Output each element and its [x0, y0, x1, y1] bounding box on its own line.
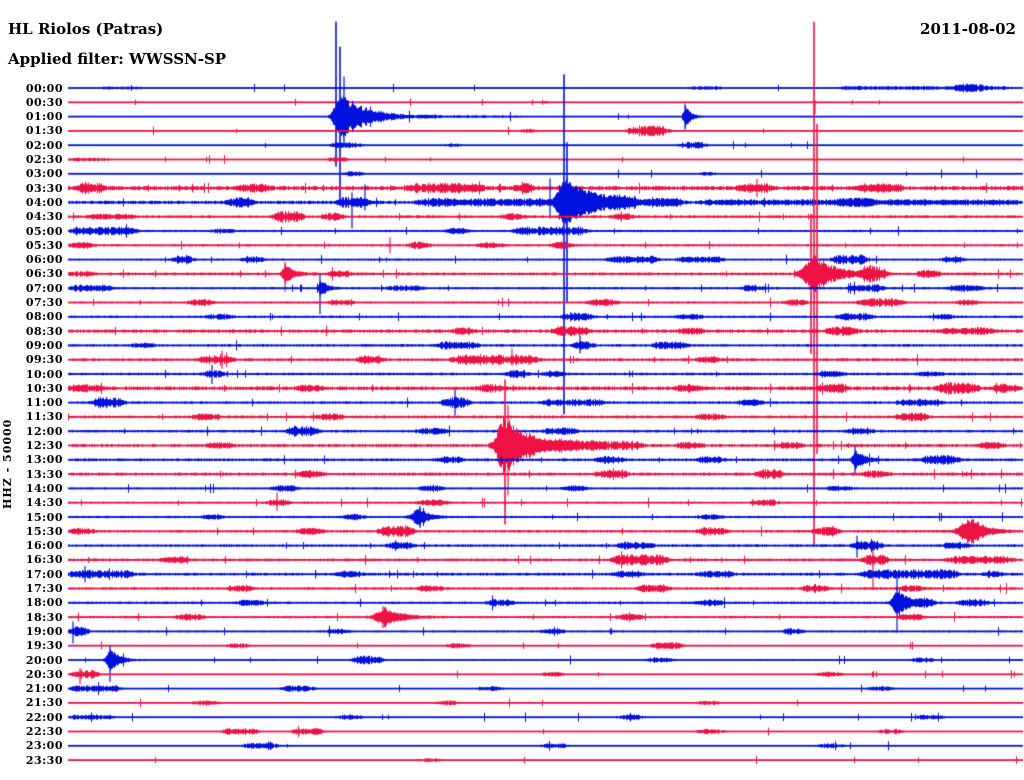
time-label: 22:30 [25, 725, 63, 738]
time-label: 03:00 [25, 167, 63, 181]
time-label: 21:00 [25, 682, 63, 696]
time-label: 23:30 [25, 753, 63, 767]
time-label: 05:00 [25, 224, 63, 238]
time-label: 17:00 [25, 567, 63, 581]
time-label: 13:00 [25, 453, 63, 467]
time-label: 12:30 [25, 439, 63, 452]
time-label: 06:00 [25, 253, 63, 267]
time-label: 09:30 [25, 353, 63, 367]
time-label: 10:30 [25, 381, 63, 395]
time-label: 02:00 [25, 138, 63, 152]
time-label: 08:30 [25, 324, 63, 338]
time-label: 08:00 [25, 310, 63, 324]
time-label: 16:00 [25, 539, 63, 553]
time-label: 07:30 [25, 296, 63, 309]
time-label: 17:30 [25, 582, 63, 595]
time-label: 01:30 [25, 124, 63, 138]
time-label: 02:30 [25, 153, 63, 166]
time-label: 14:30 [25, 496, 63, 510]
time-label: 04:00 [25, 195, 63, 209]
time-label: 21:30 [25, 696, 63, 710]
time-label: 10:00 [25, 367, 63, 381]
time-label: 12:00 [25, 424, 63, 438]
time-label: 16:30 [25, 553, 63, 567]
time-label: 18:30 [25, 610, 63, 624]
time-label: 05:30 [25, 238, 63, 252]
time-label: 14:00 [25, 481, 63, 495]
time-label: 23:00 [25, 739, 63, 753]
time-label: 20:30 [25, 667, 63, 681]
time-label: 15:00 [25, 510, 63, 524]
time-label: 13:30 [25, 467, 63, 481]
time-label: 00:30 [25, 95, 63, 109]
time-label: 06:30 [25, 267, 63, 281]
time-label: 03:30 [25, 181, 63, 195]
time-label: 19:00 [25, 624, 63, 638]
time-label: 15:30 [25, 524, 63, 538]
time-label: 09:00 [25, 338, 63, 352]
time-label: 20:00 [25, 653, 63, 667]
time-label: 00:00 [25, 81, 63, 95]
time-label: 11:30 [25, 410, 63, 424]
time-label: 04:30 [25, 210, 63, 224]
time-label: 07:00 [25, 281, 63, 295]
time-label: 01:00 [25, 110, 63, 124]
time-label: 11:00 [25, 396, 63, 410]
time-label: 19:30 [25, 639, 63, 653]
time-label: 22:00 [25, 710, 63, 724]
time-label: 18:00 [25, 596, 63, 610]
